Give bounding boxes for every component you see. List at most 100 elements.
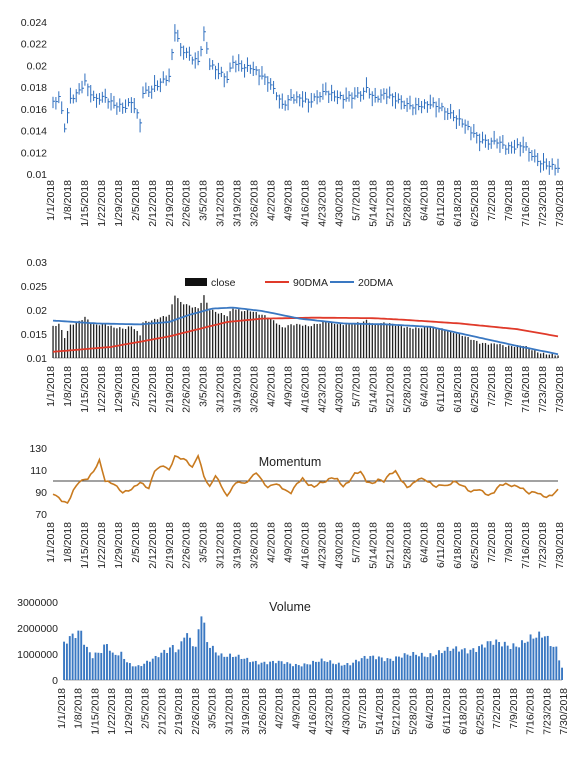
close-bar: [101, 323, 104, 358]
close-bar: [391, 323, 394, 358]
volume-bar: [243, 658, 246, 680]
close-bar: [191, 307, 194, 358]
close-bar: [493, 343, 495, 358]
close-bar: [293, 325, 295, 358]
volume-bar: [131, 666, 134, 680]
x-tick-label: 3/12/2018: [223, 688, 235, 735]
close-bar: [447, 331, 449, 358]
x-tick-label: 4/9/2018: [283, 366, 295, 407]
volume-bar: [197, 629, 200, 680]
volume-bar: [97, 652, 100, 680]
close-bar: [316, 323, 318, 358]
x-tick-label: 1/29/2018: [113, 522, 125, 569]
volume-bar: [521, 640, 523, 680]
close-bar: [122, 328, 124, 358]
close-bar: [354, 323, 356, 358]
x-tick-label: 1/1/2018: [45, 366, 57, 407]
close-bar: [217, 313, 220, 358]
close-bar: [255, 312, 257, 358]
volume-bar: [326, 661, 329, 680]
close-bar: [52, 325, 54, 358]
x-tick-label: 3/26/2018: [249, 366, 261, 413]
volume-bar: [134, 666, 137, 680]
volume-bar: [249, 662, 252, 680]
close-bar: [284, 327, 286, 358]
x-tick-label: 4/2/2018: [274, 688, 286, 729]
x-tick-label: 6/18/2018: [452, 522, 464, 569]
volume-bar: [251, 661, 254, 680]
volume-bar: [177, 649, 180, 680]
volume-bar: [541, 637, 543, 680]
volume-bar: [472, 648, 475, 680]
close-bar: [72, 324, 75, 358]
volume-bar: [286, 662, 289, 680]
volume-bar: [168, 647, 171, 680]
volume-bar: [492, 644, 495, 680]
x-tick-label: 3/5/2018: [198, 366, 210, 407]
close-bar: [64, 338, 66, 358]
volume-bar: [303, 663, 306, 680]
close-bar: [171, 304, 173, 358]
close-bar: [275, 323, 278, 358]
volume-bar: [352, 662, 355, 680]
x-tick-label: 1/29/2018: [113, 180, 125, 227]
close-bar: [371, 323, 373, 358]
volume-bar: [432, 656, 435, 680]
volume-bar: [355, 659, 357, 680]
volume-bar: [349, 665, 352, 680]
close-bar: [296, 323, 298, 358]
close-bar: [119, 327, 121, 358]
x-tick-label: 6/4/2018: [418, 522, 430, 563]
volume-bar: [71, 633, 74, 680]
close-bar: [116, 328, 118, 358]
close-bar: [516, 345, 519, 358]
close-bar: [415, 327, 417, 358]
volume-bar: [154, 655, 157, 680]
close-bar: [212, 309, 214, 358]
x-tick-label: 7/2/2018: [491, 688, 503, 729]
x-tick-label: 6/11/2018: [441, 688, 453, 734]
x-tick-label: 7/30/2018: [554, 522, 566, 569]
x-tick-label: 5/28/2018: [407, 688, 419, 735]
close-bar: [174, 295, 176, 358]
volume-bar: [363, 655, 366, 680]
close-bar: [55, 325, 57, 358]
volume-bar: [269, 661, 272, 680]
volume-bar: [143, 663, 146, 680]
volume-bar: [160, 652, 163, 680]
x-tick-label: 1/29/2018: [113, 366, 125, 413]
close-bar: [467, 337, 469, 358]
close-bar: [278, 324, 281, 358]
y-tick-label: 0.02: [27, 60, 48, 72]
close-bar: [510, 346, 513, 358]
x-tick-label: 4/30/2018: [333, 522, 345, 569]
y-tick-label: 130: [29, 443, 47, 455]
close-bar: [380, 323, 382, 358]
volume-bar: [377, 656, 380, 680]
x-tick-label: 7/2/2018: [486, 366, 498, 407]
y-tick-label: 90: [35, 487, 47, 499]
volume-bar: [415, 654, 418, 680]
close-bar: [365, 319, 368, 358]
x-tick-label: 5/21/2018: [384, 366, 396, 413]
x-tick-label: 4/9/2018: [290, 688, 302, 729]
legend-swatch-close: [185, 278, 207, 286]
x-tick-label: 3/12/2018: [215, 180, 227, 227]
close-bar: [403, 327, 405, 358]
x-tick-label: 6/25/2018: [469, 180, 481, 227]
x-tick-label: 6/18/2018: [458, 688, 470, 735]
close-bar: [383, 322, 385, 358]
x-tick-label: 7/9/2018: [503, 366, 515, 407]
y-tick-label: 0.014: [21, 126, 47, 138]
volume-bar: [340, 665, 343, 680]
close-bar: [537, 352, 539, 358]
volume-bar: [128, 663, 131, 680]
volume-bar: [518, 647, 521, 680]
close-bar: [420, 328, 423, 358]
y-tick-label: 0.02: [27, 305, 48, 317]
close-bar: [331, 322, 333, 358]
close-bar: [272, 320, 275, 358]
volume-bar: [123, 658, 126, 680]
close-bar: [209, 310, 211, 358]
close-bar: [444, 330, 446, 358]
